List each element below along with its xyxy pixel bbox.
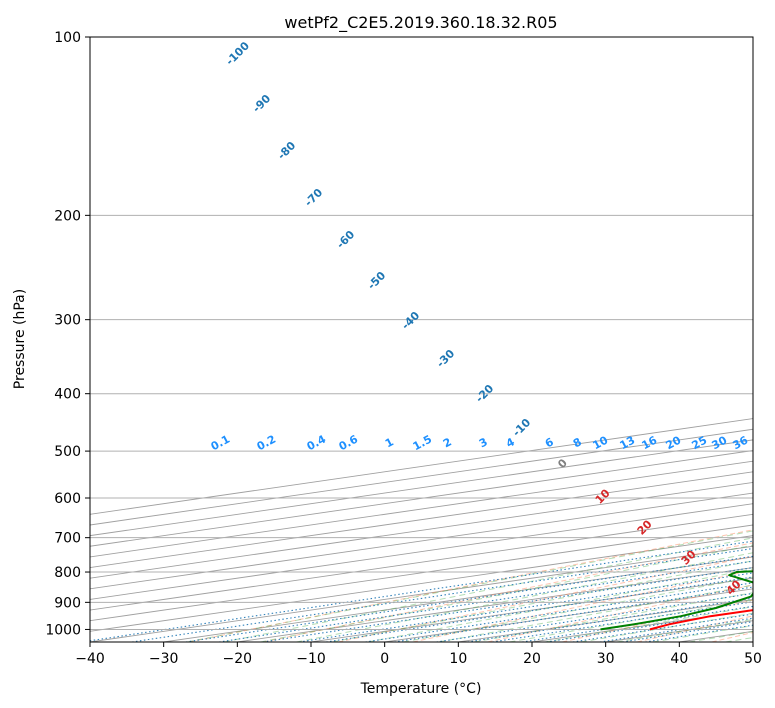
isotherm-line xyxy=(90,513,753,611)
isotherm-line xyxy=(90,492,753,590)
y-tick-label: 800 xyxy=(54,565,81,581)
y-tick-label: 700 xyxy=(54,531,81,547)
mixing-ratio-line xyxy=(218,560,753,642)
x-tick-label: 10 xyxy=(449,651,467,667)
x-tick-label: 20 xyxy=(523,651,541,667)
y-tick-label: 600 xyxy=(54,491,81,507)
background-lines xyxy=(90,418,753,642)
x-tick-label: −30 xyxy=(149,651,179,667)
x-axis-title: Temperature (°C) xyxy=(360,681,482,697)
mixing-ratio-label: 10 xyxy=(591,433,611,452)
x-tick-label: 40 xyxy=(670,651,688,667)
mixing-ratio-label: 25 xyxy=(690,434,710,453)
chart-title: wetPf2_C2E5.2019.360.18.32.R05 xyxy=(284,13,557,33)
moist-adiabat-line xyxy=(223,537,753,642)
dry-adiabat-line xyxy=(263,542,753,642)
plot-frame xyxy=(89,36,754,643)
mixing-ratio-line xyxy=(599,617,753,642)
y-axis-title: Pressure (hPa) xyxy=(12,289,28,389)
moist-adiabat-line xyxy=(438,584,753,642)
x-tick-label: −40 xyxy=(75,651,105,667)
isotherm-line xyxy=(90,481,753,579)
moist-adiabat-line xyxy=(260,544,753,642)
x-tick-label: −20 xyxy=(223,651,253,667)
x-tick-label: 50 xyxy=(744,651,762,667)
y-tick-label: 300 xyxy=(54,313,81,329)
mixing-ratio-label: 30 xyxy=(710,433,730,452)
dry-adiabat-line xyxy=(412,569,753,642)
y-tick-label: 200 xyxy=(54,208,81,224)
mixing-ratio-line xyxy=(131,547,753,642)
isotherm-line xyxy=(90,503,753,600)
isotherm-line xyxy=(90,450,753,547)
mixing-ratio-line xyxy=(299,572,753,642)
moist-adiabat-line xyxy=(187,530,753,642)
isotherm-line xyxy=(90,460,753,558)
mixing-ratio-label: 16 xyxy=(640,433,660,452)
y-tick-label: 100 xyxy=(54,30,81,46)
mixing-ratio-label: 20 xyxy=(664,433,684,452)
pressure-grid xyxy=(90,37,753,630)
mixing-ratio-label: 36 xyxy=(731,433,751,452)
y-axis: 100 200 300 400 500 600 700 800 900 1000 xyxy=(45,30,90,638)
isotherm-line xyxy=(90,471,753,568)
moist-adiabat-line xyxy=(332,560,753,642)
x-tick-label: 30 xyxy=(597,651,615,667)
isotherm-line xyxy=(90,524,753,622)
x-tick-label: −10 xyxy=(296,651,326,667)
y-tick-label: 1000 xyxy=(45,622,81,638)
x-tick-label: 0 xyxy=(380,651,389,667)
mixing-ratio-line xyxy=(262,567,753,642)
x-axis: −40 −30 −20 −10 0 10 20 30 40 50 xyxy=(75,642,762,667)
moist-adiabat-line xyxy=(509,599,753,642)
moist-adiabat-line xyxy=(367,568,753,642)
y-tick-label: 500 xyxy=(54,444,81,460)
mixing-ratio-label: 13 xyxy=(618,434,638,453)
isotherm-line xyxy=(90,535,753,632)
mixing-ratio-line xyxy=(185,555,753,642)
y-tick-label: 900 xyxy=(54,595,81,611)
y-tick-label: 400 xyxy=(54,387,81,403)
mixing-ratio-line xyxy=(572,613,753,642)
dry-adiabat-line xyxy=(188,529,753,642)
